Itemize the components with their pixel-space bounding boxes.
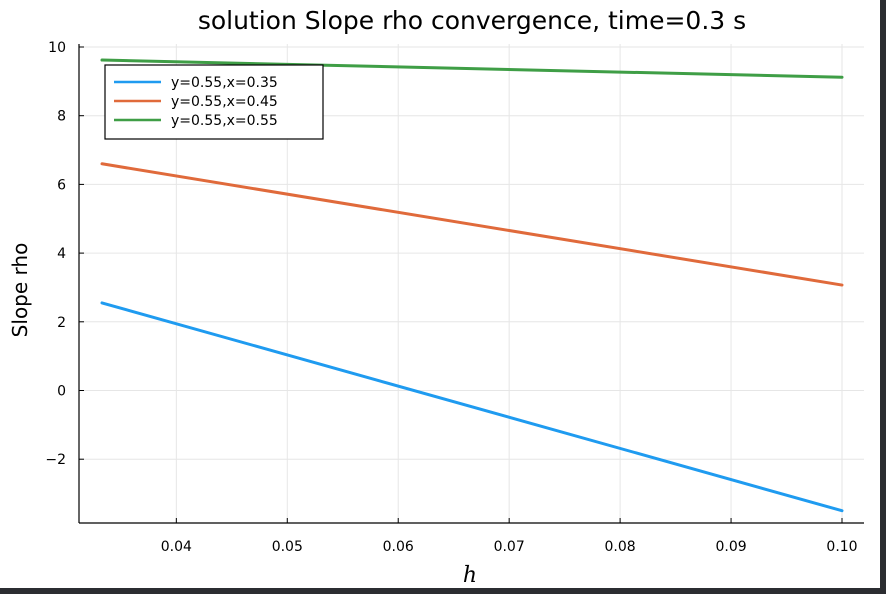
chart-title: solution Slope rho convergence, time=0.3… xyxy=(198,6,746,35)
legend-label: y=0.55,x=0.55 xyxy=(171,113,278,129)
y-tick-label: 6 xyxy=(57,177,66,193)
x-tick-label: 0.10 xyxy=(826,539,857,555)
y-tick-label: −2 xyxy=(45,452,66,468)
series-line xyxy=(100,58,844,79)
series-layer xyxy=(100,58,844,513)
grid xyxy=(79,44,864,523)
legend-label: y=0.55,x=0.45 xyxy=(171,94,278,110)
x-tick-label: 0.07 xyxy=(494,539,525,555)
y-axis-label: Slope rho xyxy=(8,243,32,338)
axes xyxy=(78,44,864,524)
x-tick-label: 0.05 xyxy=(272,539,303,555)
legend: y=0.55,x=0.35 y=0.55,x=0.45 y=0.55,x=0.55 xyxy=(104,64,324,140)
y-tick-label: 0 xyxy=(57,384,66,400)
y-tick-label: 4 xyxy=(57,246,66,262)
x-tick-label: 0.09 xyxy=(715,539,746,555)
y-tick-label: 10 xyxy=(48,40,66,56)
y-tick-label: 2 xyxy=(57,315,66,331)
y-tick-label: 8 xyxy=(57,109,66,125)
x-tick-label: 0.04 xyxy=(161,539,192,555)
tick-labels: 0.04 0.05 0.06 0.07 0.08 0.09 0.10 −2 0 2 4 6 8 10 xyxy=(45,40,857,555)
x-tick-label: 0.06 xyxy=(383,539,414,555)
series-line xyxy=(100,301,844,513)
x-tick-label: 0.08 xyxy=(605,539,636,555)
x-axis-label: h xyxy=(463,563,477,588)
legend-label: y=0.55,x=0.35 xyxy=(171,75,278,91)
series-line xyxy=(100,162,844,287)
